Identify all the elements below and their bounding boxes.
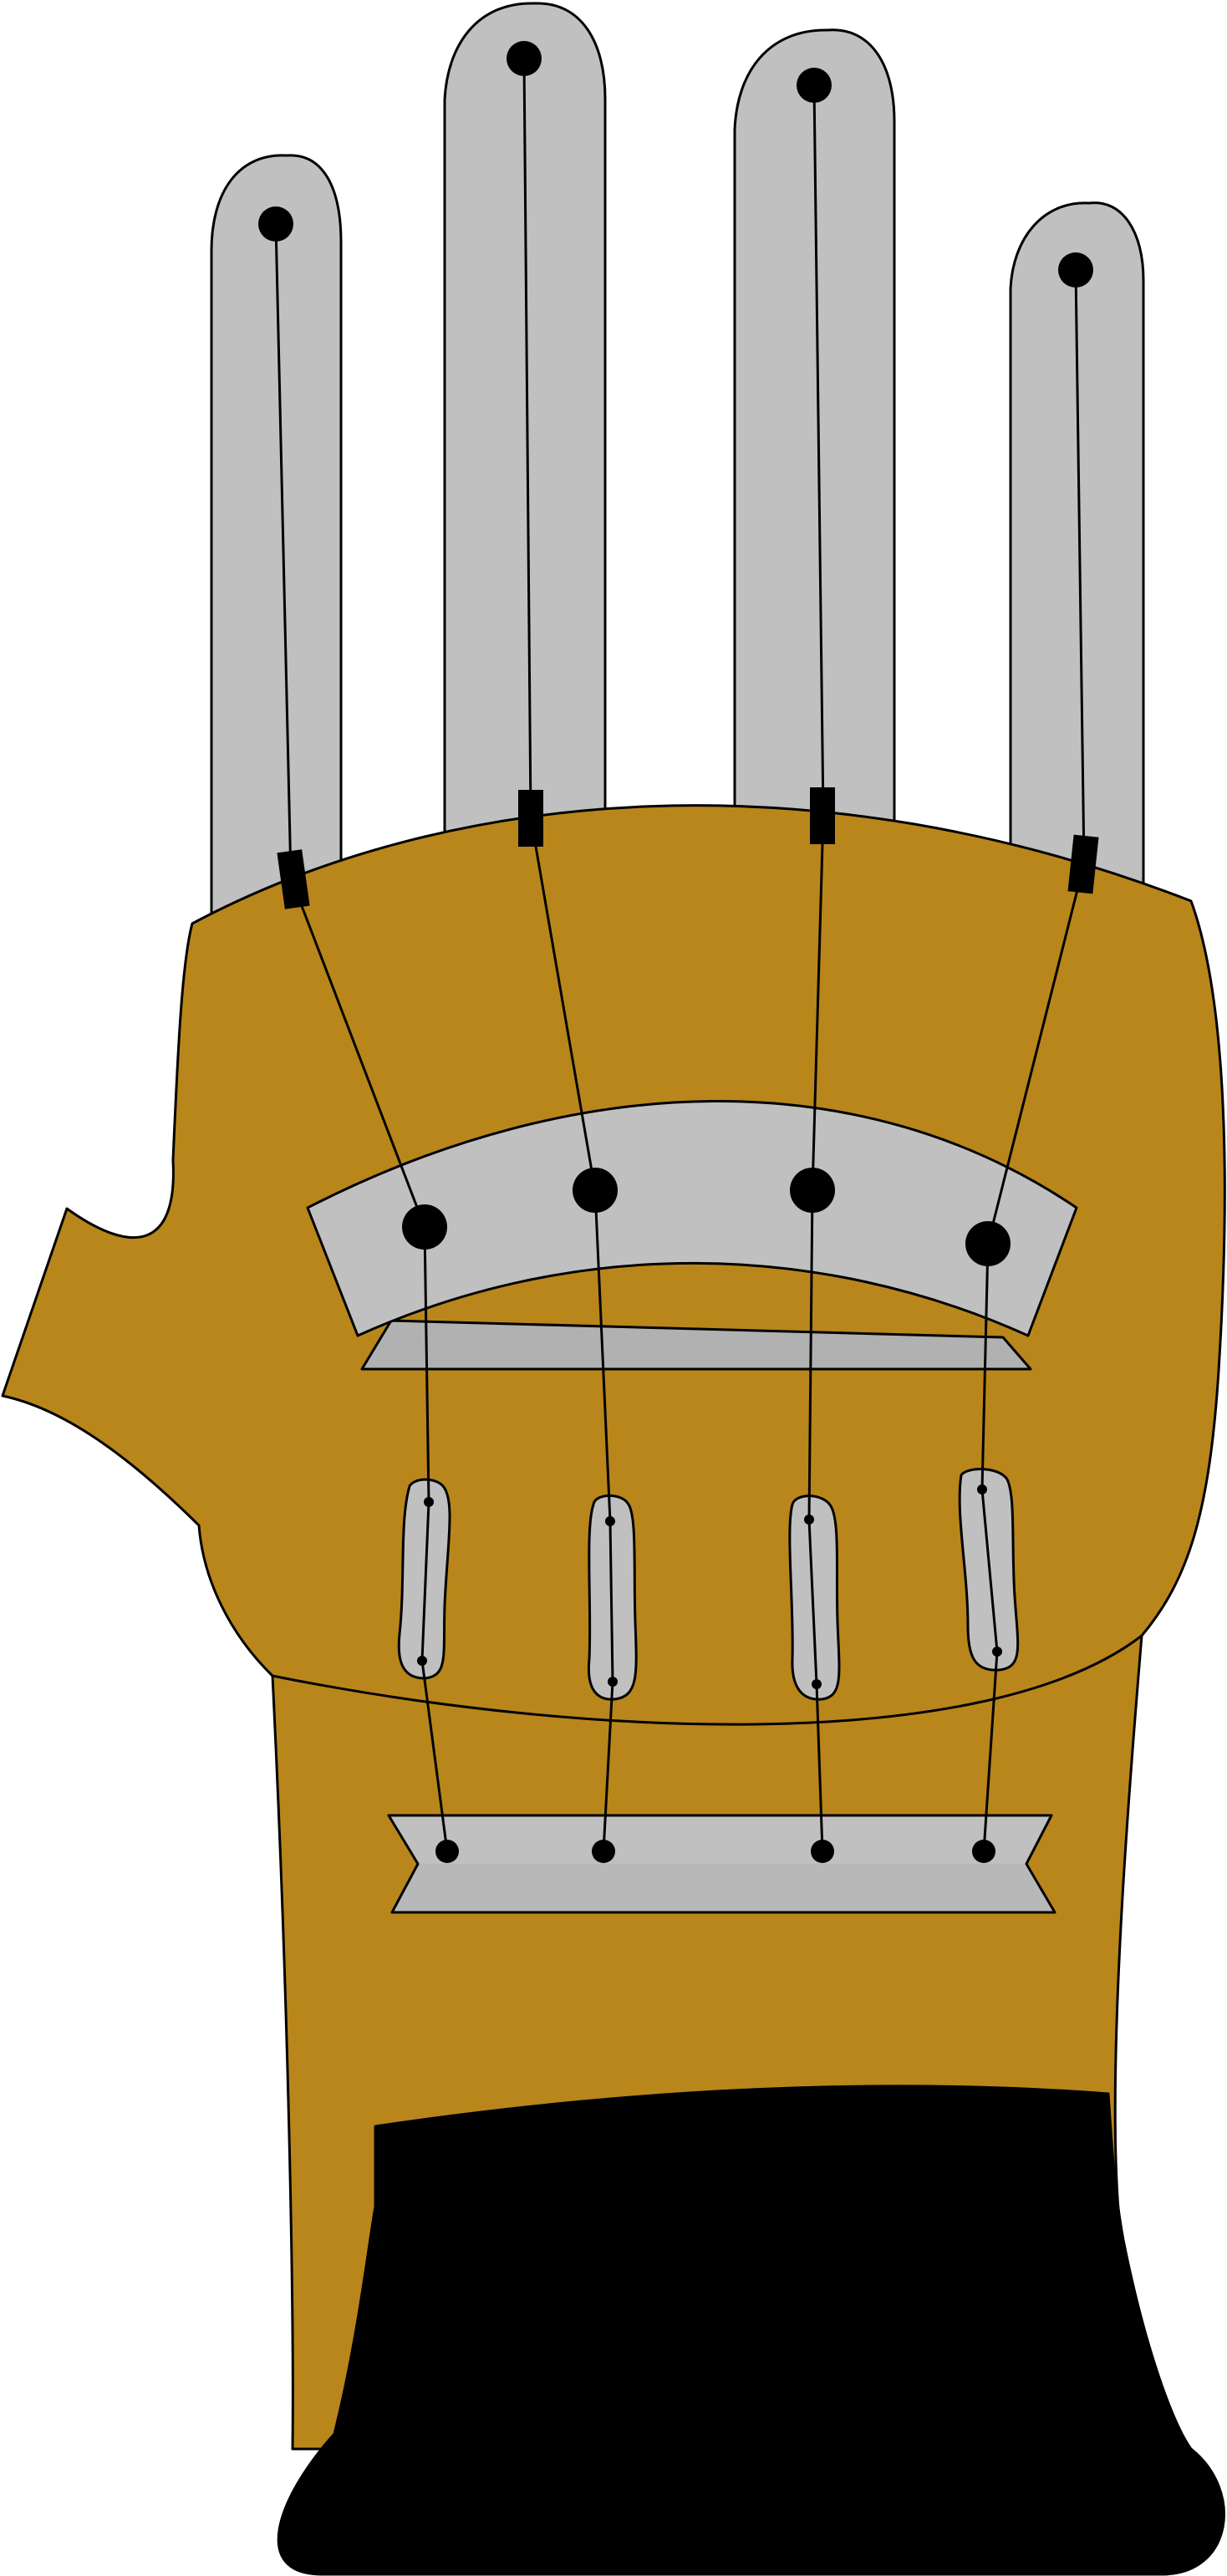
ring-plate-dot — [790, 1168, 835, 1213]
little-guide-top-dot — [977, 1484, 987, 1494]
ring-anchor — [810, 787, 835, 844]
ring-guide-top-dot — [804, 1515, 814, 1525]
fingers — [210, 2, 1145, 921]
guide-dots — [417, 1484, 1002, 1689]
little-guide-bottom-dot — [992, 1647, 1002, 1657]
lower-plate-upper-half — [389, 1815, 1051, 1864]
lower-plate-lower-half — [392, 1864, 1055, 1912]
ring-guide-bottom-dot — [812, 1679, 822, 1689]
upper-plate — [306, 1100, 1078, 1371]
index-finger — [210, 154, 343, 921]
upper-plate-dots — [402, 1168, 1011, 1266]
lower-plate — [387, 1814, 1056, 1914]
ring-tip-dot — [797, 68, 832, 103]
index-wrist-dot — [435, 1840, 459, 1863]
lower-plate-outline — [387, 1814, 1056, 1914]
little-anchor — [1067, 834, 1099, 894]
index-tip-dot — [258, 206, 293, 242]
index-guide-top-dot — [424, 1497, 434, 1507]
middle-guide-bottom-dot — [608, 1677, 618, 1687]
little-tip-dot — [1058, 252, 1093, 288]
upper-plate-face — [306, 1100, 1078, 1337]
index-cable — [274, 223, 449, 1852]
index-guide-bottom-dot — [417, 1656, 427, 1666]
middle-tip-dot — [507, 41, 542, 76]
middle-guide-top-dot — [605, 1516, 615, 1526]
ring-finger — [733, 28, 896, 846]
little-finger — [1009, 201, 1145, 904]
little-cable — [980, 269, 1086, 1852]
middle-cable — [522, 58, 614, 1852]
ring-cable — [807, 84, 825, 1852]
middle-finger — [443, 2, 607, 854]
lower-plate-dots — [435, 1840, 995, 1863]
middle-anchor — [518, 790, 543, 847]
ring-cable-guide — [788, 1494, 841, 1701]
fingertip-dots — [258, 41, 1093, 288]
middle-plate-dot — [573, 1168, 618, 1213]
little-plate-dot — [965, 1221, 1011, 1266]
wrist-cuff — [277, 2085, 1225, 2576]
middle-wrist-dot — [592, 1840, 615, 1863]
cables — [274, 58, 1086, 1852]
index-anchor — [277, 849, 310, 909]
upper-plate-underside — [360, 1319, 1032, 1371]
ring-wrist-dot — [811, 1840, 834, 1863]
little-wrist-dot — [972, 1840, 995, 1863]
knuckle-crease — [272, 1634, 1143, 1726]
index-plate-dot — [402, 1204, 447, 1250]
knuckle-anchors — [277, 787, 1099, 909]
